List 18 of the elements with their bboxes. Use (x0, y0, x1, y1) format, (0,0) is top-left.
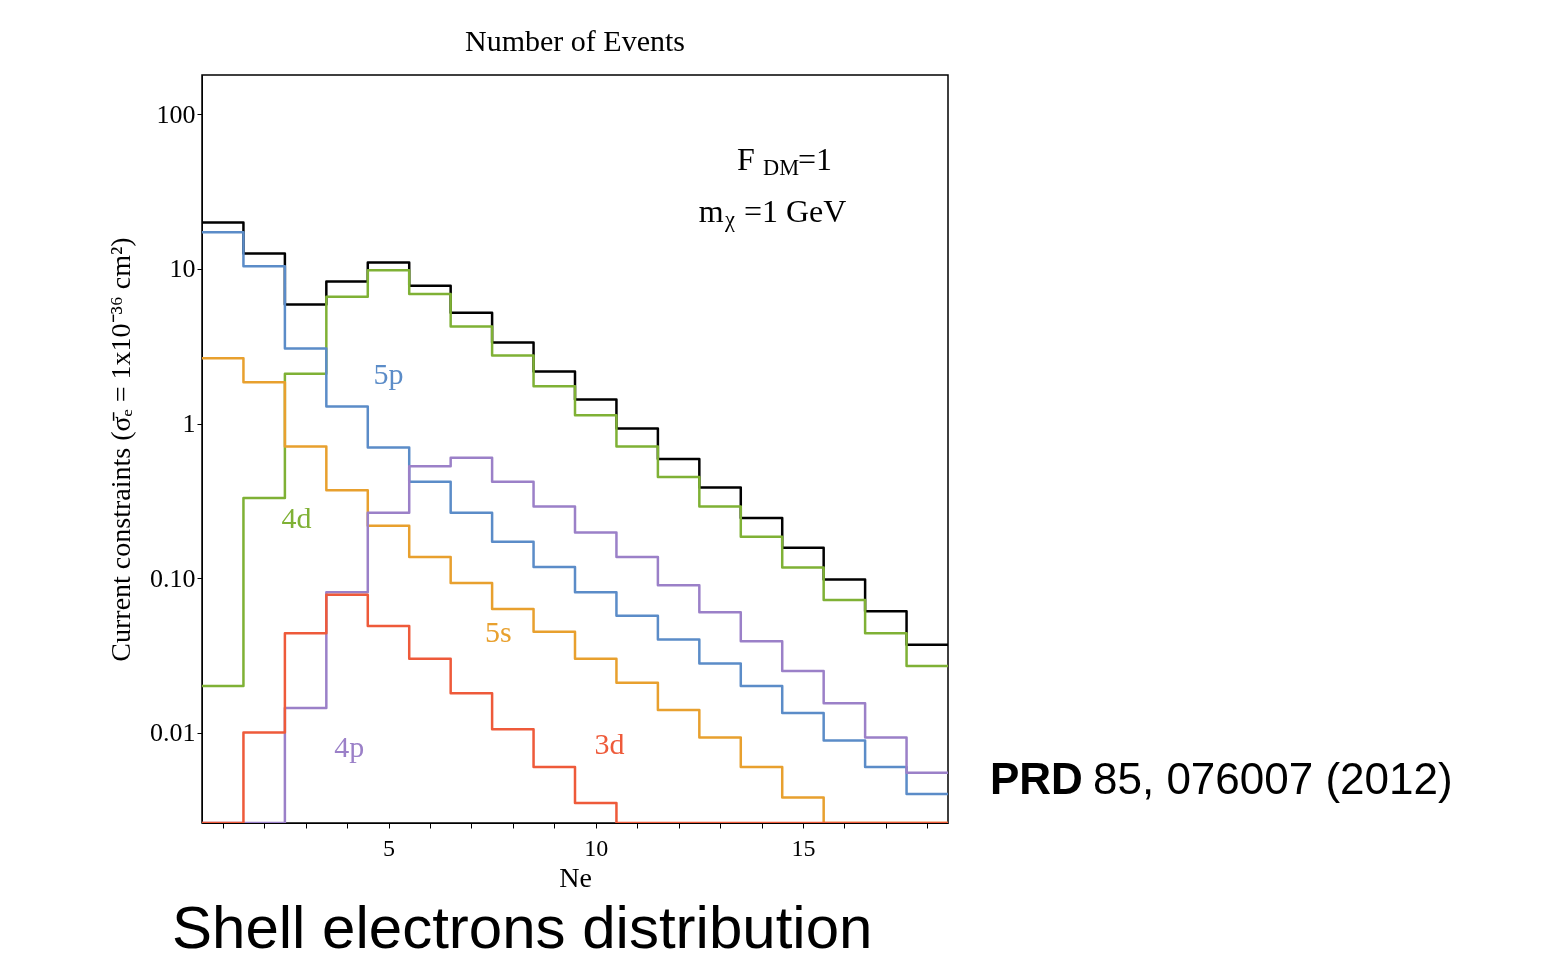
series-label: 4d (281, 501, 312, 535)
y-axis-title: Current constraints (σ̄ₑ = 1x10⁻³⁶ cm²) (105, 237, 136, 662)
chart-title: Number of Events (465, 24, 685, 57)
x-tick-label: 10 (584, 834, 609, 861)
x-tick-label: 5 (383, 834, 395, 861)
x-tick-label: 15 (791, 834, 816, 861)
x-axis-title: Ne (559, 861, 592, 893)
y-tick-label: 1 (182, 409, 196, 439)
series-label: 5s (484, 615, 512, 649)
series-label: 3d (594, 727, 625, 761)
text: PRD 85, 076007 (2012) (990, 754, 1453, 803)
y-tick-label: 0.10 (150, 563, 196, 593)
y-tick-label: 0.01 (150, 718, 196, 748)
series-label: 4p (334, 730, 365, 764)
y-tick-label: 100 (156, 99, 196, 129)
series-label: 5p (373, 357, 404, 391)
text: Shell electrons distribution (172, 894, 873, 961)
y-tick-label: 10 (169, 254, 196, 284)
